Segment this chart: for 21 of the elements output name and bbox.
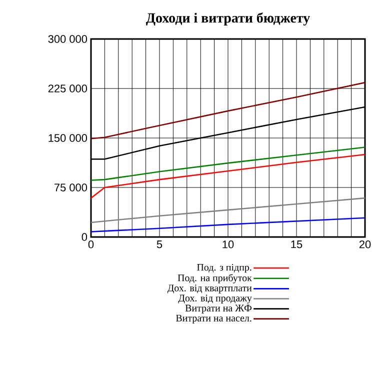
line-series [91,154,366,199]
chart-title: Доходи і витрати бюджету [146,12,310,26]
x-tick-label: 10 [222,240,234,248]
legend-label: Дох. від квартплати [167,284,252,294]
legend-label: Дох. від продажу [178,294,252,304]
y-tick-label: 75 000 [54,184,88,192]
legend-label: Витрати на насел. [176,314,252,324]
line-series [91,197,366,224]
legend-label: Витрати на ЖФ [185,304,252,314]
x-tick-label: 0 [88,240,94,248]
y-tick-label: 300 000 [48,35,88,43]
y-tick-label: 225 000 [48,84,88,92]
y-tick-label: 150 000 [48,134,88,142]
x-tick-label: 20 [359,240,371,248]
x-tick-label: 5 [156,240,162,248]
legend-label: Под. з підпр. [197,264,252,273]
x-tick-label: 15 [291,240,302,248]
legend-label: Под. на прибуток [178,274,252,284]
y-tick-label: 0 [82,233,88,241]
line-series [91,82,366,140]
line-series [91,146,366,181]
